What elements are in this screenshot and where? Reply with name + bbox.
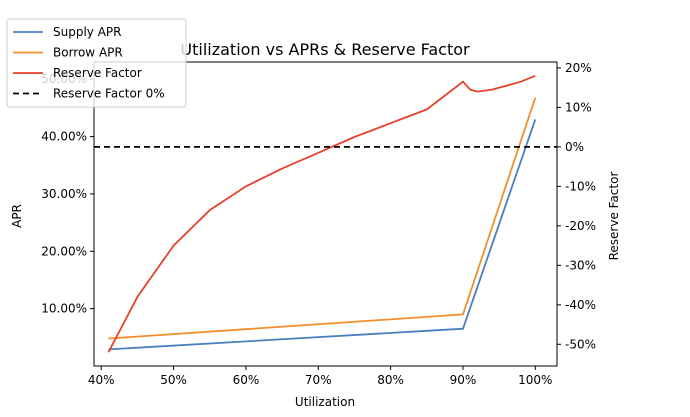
plot-area: [93, 61, 558, 367]
series-line-1: [108, 97, 537, 340]
x-axis: 40% 50% 60% 70% 80% 90% 100%: [88, 366, 552, 387]
y-tick-label: 20.00%: [41, 244, 87, 258]
y-tick-label: 10.00%: [41, 302, 87, 316]
chart-title: Utilization vs APRs & Reserve Factor: [180, 40, 470, 59]
legend-label: Reserve Factor 0%: [53, 87, 165, 101]
x-axis-label: Utilization: [295, 395, 355, 409]
series-line-2: [107, 74, 536, 353]
y2-tick-label: -40%: [565, 298, 596, 312]
x-tick-label: 100%: [518, 373, 552, 387]
y2-tick-label: -30%: [565, 258, 596, 272]
x-tick-label: 80%: [377, 373, 404, 387]
y2-tick-label: 10%: [565, 100, 592, 114]
legend-label: Supply APR: [53, 25, 122, 39]
y2-axis: -50% -40% -30% -20% -10% 0% 10% 20%: [557, 61, 596, 351]
x-tick-label: 70%: [305, 373, 332, 387]
legend: Supply APR Borrow APR Reserve Factor Reserv…: [6, 18, 187, 108]
y2-tick-label: -20%: [565, 219, 596, 233]
y-tick-label: 30.00%: [41, 187, 87, 201]
x-tick-label: 40%: [88, 373, 115, 387]
y2-tick-label: 20%: [565, 61, 592, 75]
legend-box: [6, 18, 187, 108]
legend-label: Borrow APR: [53, 46, 123, 60]
y-axis: 10.00%20.00%30.00%40.00%50.00%: [41, 72, 94, 316]
x-tick-label: 60%: [233, 373, 260, 387]
y2-tick-label: -50%: [565, 337, 596, 351]
y2-tick-label: 0%: [565, 140, 584, 154]
y-tick-label: 40.00%: [41, 130, 87, 144]
x-tick-label: 90%: [450, 373, 477, 387]
legend-label: Reserve Factor: [53, 66, 142, 80]
y-axis-label: APR: [10, 204, 24, 228]
y2-axis-label: Reserve Factor: [607, 172, 621, 261]
series-line-0: [108, 119, 537, 351]
y2-tick-label: -10%: [565, 179, 596, 193]
plot-frame: [93, 61, 558, 367]
x-tick-label: 50%: [160, 373, 187, 387]
